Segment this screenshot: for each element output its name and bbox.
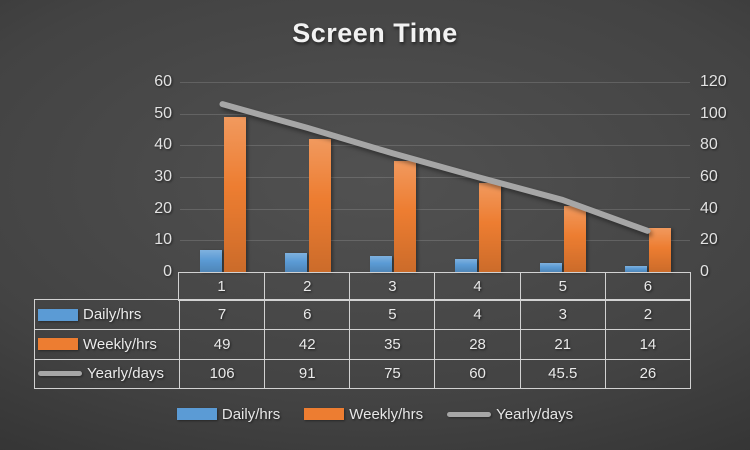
table-header-cell-4: 4 [434,273,519,300]
legend-item-weekly-hrs: Weekly/hrs [304,406,423,423]
legend-item-daily-hrs: Daily/hrs [176,405,281,423]
right-axis-tick-40: 40 [700,199,718,217]
left-axis-tick-60: 60 [154,73,172,90]
legend-label-weekly-hrs: Weekly/hrs [349,405,424,423]
right-axis: 0 20 40 60 80 100 120 [700,73,744,280]
table-header-cell-1: 1 [217,278,226,295]
table-cell-daily-hrs-cat4: 4 [434,300,519,330]
table-header-cell-3: 3 [349,273,434,300]
line-yearly-days [219,101,651,234]
table-cell-yearly-days-cat3: 75 [349,358,435,388]
table-cell-daily-hrs-cat3: 5 [349,300,434,330]
right-axis-tick-20: 20 [700,231,718,249]
table-cell-weekly-hrs-cat4: 28 [434,329,520,359]
bar-daily-hrs-cat3 [369,256,392,272]
left-axis-tick-20: 20 [154,199,172,217]
table-cell-weekly-hrs-cat6: 14 [604,329,690,359]
bar-daily-hrs-cat4 [454,259,477,272]
table-cell-yearly-days-cat5: 45.5 [519,358,605,388]
chart-title: Screen Time [292,18,458,48]
bar-weekly-hrs-cat5 [563,205,586,272]
bar-daily-hrs-cat5 [539,262,562,272]
weekly-hrs-series-swatch [38,338,78,351]
table-row-label-yearly-days: Yearly/days [35,358,179,388]
legend: Daily/hrs Weekly/hrs Yearly/days [0,403,750,425]
data-table-body: Daily/hrs 7 6 5 4 3 2 Weekly/hrs 49 42 35 28 21 14 Yea… [34,299,691,389]
right-axis-tick-100: 100 [700,104,727,122]
table-row-label-text: Weekly/hrs [83,335,157,353]
left-axis-tick-40: 40 [154,136,172,154]
left-axis-tick-0: 0 [163,263,172,280]
bar-weekly-hrs-cat2 [308,139,331,272]
table-cell-daily-hrs-cat6: 2 [604,300,690,330]
right-axis-tick-80: 80 [700,136,718,154]
bar-weekly-hrs-cat6 [648,227,671,272]
table-header-cell-6: 6 [604,273,690,300]
daily-hrs-series-swatch [38,308,78,321]
table-cell-yearly-days-cat6: 26 [604,358,690,388]
table-cell-weekly-hrs-cat5: 21 [519,329,605,359]
left-axis: 0 10 20 30 40 50 60 [128,73,172,280]
left-axis-tick-50: 50 [154,104,172,122]
bar-weekly-hrs-cat1 [223,116,246,272]
table-row-label-daily-hrs: Daily/hrs [35,300,179,329]
bar-daily-hrs-cat2 [284,253,307,272]
table-cell-yearly-days-cat2: 91 [264,358,350,388]
plot-area [180,82,690,272]
bar-weekly-hrs-cat3 [393,161,416,272]
table-cell-weekly-hrs-cat3: 35 [349,329,435,359]
table-cell-daily-hrs-cat1: 7 [179,300,264,330]
gridline [180,113,690,115]
table-cell-yearly-days-cat1: 106 [179,358,265,388]
bar-daily-hrs-cat6 [624,265,647,272]
gridline [180,208,690,210]
left-axis-tick-10: 10 [154,231,172,249]
table-row-label-weekly-hrs: Weekly/hrs [35,329,179,358]
bar-daily-hrs-cat1 [199,249,222,272]
gridline [180,240,690,242]
gridline [180,82,690,83]
table-cell-weekly-hrs-cat2: 42 [264,329,350,359]
table-cell-daily-hrs-cat2: 6 [264,300,349,330]
left-axis-tick-30: 30 [154,168,172,185]
gridline [180,145,690,147]
table-cell-weekly-hrs-cat1: 49 [179,329,265,359]
gridline [180,177,690,178]
yearly-days-legend-swatch [447,411,492,417]
weekly-hrs-legend-swatch [304,408,345,420]
bar-weekly-hrs-cat4 [478,183,501,272]
table-row-label-text: Yearly/days [87,365,164,383]
legend-label-daily-hrs: Daily/hrs [221,405,281,423]
legend-item-yearly-days: Yearly/days [447,406,573,423]
table-header-cell-2: 2 [264,273,349,300]
right-axis-tick-0: 0 [700,263,709,280]
right-axis-tick-60: 60 [700,168,718,185]
table-cell-daily-hrs-cat5: 3 [519,300,605,330]
table-cell-yearly-days-cat4: 60 [434,358,520,388]
yearly-days-series-swatch [38,371,82,377]
table-header-cell-5: 5 [519,273,605,300]
right-axis-tick-120: 120 [700,73,727,90]
daily-hrs-legend-swatch [176,408,217,420]
legend-label-yearly-days: Yearly/days [496,405,574,423]
table-row-label-text: Daily/hrs [83,306,142,324]
